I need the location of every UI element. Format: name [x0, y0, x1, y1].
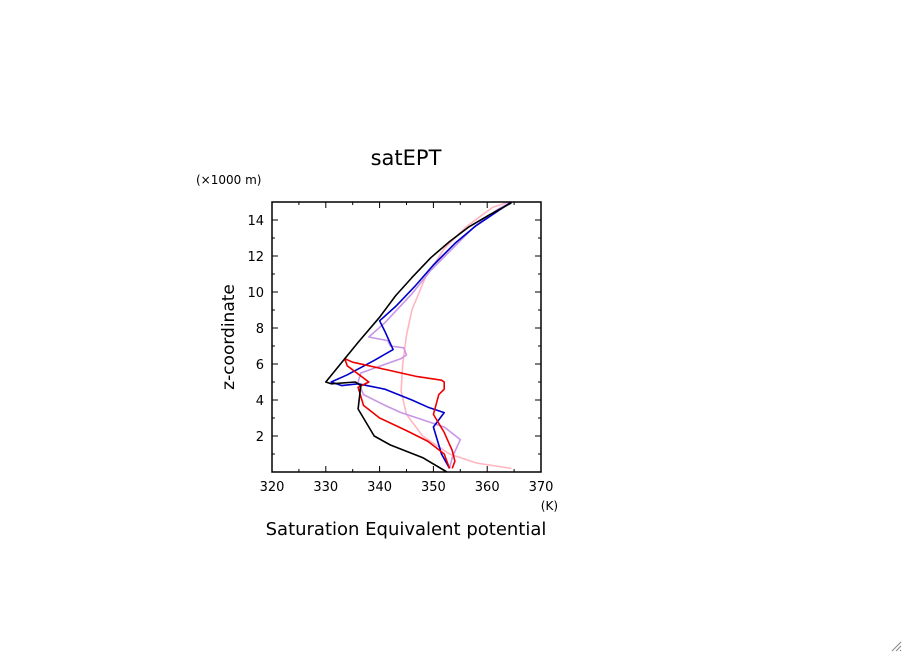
series-layer — [325, 201, 512, 473]
resize-grip-icon[interactable] — [890, 640, 902, 652]
tick-layer: 320 330 340 350 360 370 2 4 6 8 10 12 14 — [247, 201, 554, 495]
y-tick-label: 4 — [256, 394, 264, 409]
x-tick-label: 360 — [475, 480, 500, 495]
series-line-4 — [343, 357, 456, 469]
x-axis-label: Saturation Equivalent potential — [266, 519, 547, 540]
y-tick-label: 2 — [256, 430, 264, 445]
series-line-3 — [330, 201, 512, 469]
x-tick-label: 320 — [260, 480, 285, 495]
y-tick-label: 12 — [247, 250, 264, 265]
chart-title: satEPT — [371, 146, 442, 170]
plot-frame — [271, 201, 542, 473]
x-tick-label: 350 — [421, 480, 446, 495]
y-tick-label: 14 — [247, 214, 264, 229]
y-tick-label: 6 — [256, 358, 264, 373]
x-axis-unit: (K) — [541, 499, 558, 513]
y-axis-unit: (×1000 m) — [196, 173, 261, 187]
series-line-5 — [325, 202, 512, 473]
y-axis-label: z-coordinate — [219, 284, 239, 390]
y-tick-label: 10 — [247, 286, 264, 301]
series-line-2 — [357, 201, 512, 469]
x-tick-label: 370 — [529, 480, 554, 495]
x-tick-label: 330 — [313, 480, 338, 495]
x-tick-label: 340 — [367, 480, 392, 495]
y-tick-label: 8 — [256, 322, 264, 337]
